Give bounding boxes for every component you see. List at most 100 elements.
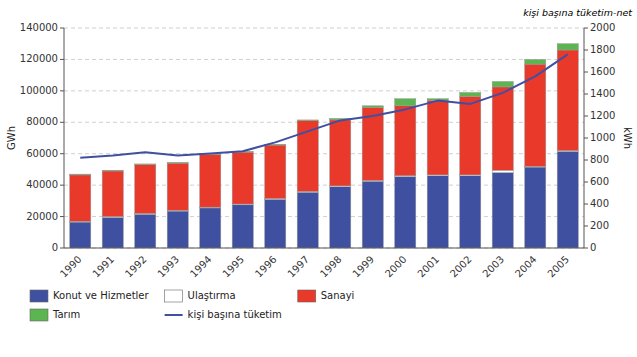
bar [557,151,578,248]
bar [135,165,156,214]
chart: 0200004000060000800001000001200001400000… [0,0,637,357]
axes: 0200004000060000800001000001200001400000… [20,22,616,280]
x-axis-line [64,248,584,249]
legend-swatch [165,290,183,302]
bar [525,167,546,248]
bar [232,205,253,248]
bar [362,107,383,180]
bar [102,171,123,217]
legend-item: kişi başına tüketim [165,309,282,320]
bar [525,59,546,64]
y2-tick-label: 2000 [590,22,615,33]
y-tick [60,185,64,186]
x-tick-label: 2002 [448,254,474,280]
bar [265,145,286,198]
y2-axis-label: kWh [622,127,633,149]
y2-tick [584,182,588,183]
bar [265,199,286,248]
y2-tick [584,28,588,29]
legend-label: Ulaştırma [188,290,236,301]
y-tick [60,122,64,123]
bar [492,170,513,172]
bar [395,106,416,176]
bar [492,87,513,170]
y-tick-label: 80000 [26,116,58,127]
grid-line [64,59,584,60]
annotation: kişi başına tüketim-net [523,7,633,18]
x-tick-label: 1995 [221,254,247,280]
y-tick [60,216,64,217]
legend-label: Sanayi [321,290,355,301]
y-tick-label: 60000 [26,148,58,159]
bar [297,192,318,248]
x-tick-label: 1994 [188,254,214,280]
legend-swatch [30,309,48,321]
y-tick-label: 40000 [26,179,58,190]
bar [395,177,416,249]
y-tick [60,59,64,60]
x-tick-label: 1996 [253,254,279,280]
y2-tick [584,160,588,161]
bar [362,181,383,248]
bar [492,173,513,248]
bar [167,162,188,164]
legend-item: Konut ve Hizmetler [30,290,149,302]
y2-tick [584,226,588,227]
bar [232,152,253,204]
y2-tick-label: 600 [590,176,609,187]
legend-label: Konut ve Hizmetler [53,290,149,301]
y2-tick-label: 1600 [590,66,615,77]
y2-tick-label: 200 [590,220,609,231]
bar [70,222,91,248]
bar-series [70,44,579,175]
legend-item: Ulaştırma [165,290,236,302]
bar [70,174,91,176]
y2-tick-label: 1800 [590,44,615,55]
x-tick-label: 1990 [58,254,84,280]
legend: Konut ve Hizmetler Ulaştırma Sanayi Tarım ki… [30,290,354,321]
y2-tick-label: 400 [590,198,609,209]
y2-tick-label: 1000 [590,132,615,143]
x-tick-label: 2001 [416,254,442,280]
x-tick-label: 1999 [351,254,377,280]
y2-tick-label: 800 [590,154,609,165]
x-tick-label: 2003 [481,254,507,280]
bar [102,170,123,172]
y2-tick-label: 0 [590,242,596,253]
bar [362,106,383,108]
bar-series [70,50,579,221]
y2-tick [584,138,588,139]
legend-label: Tarım [52,309,80,320]
y2-tick [584,204,588,205]
y2-tick-label: 1400 [590,88,615,99]
bar [427,176,448,248]
x-tick-label: 2004 [513,254,539,280]
y-tick-label: 20000 [26,211,58,222]
y-tick-label: 100000 [20,85,58,96]
y-tick [60,248,64,249]
x-tick-label: 1997 [286,254,312,280]
bar [167,163,188,210]
bar [200,155,221,208]
y2-tick [584,248,588,249]
y-axis-line [64,28,65,248]
grid [64,28,584,248]
bar [135,163,156,165]
bar [492,81,513,87]
legend-item: Tarım [30,309,80,321]
y-tick-label: 120000 [20,53,58,64]
bar [297,119,318,121]
bar [460,96,481,175]
x-tick-label: 2000 [383,254,409,280]
y2-tick-label: 1200 [590,110,615,121]
bar [395,99,416,106]
legend-item: Sanayi [298,290,355,302]
y2-tick [584,116,588,117]
bar [460,176,481,248]
grid-line [64,248,584,249]
bar [200,208,221,248]
x-tick-label: 1992 [123,254,149,280]
y-tick-label: 0 [52,242,58,253]
y-tick [60,90,64,91]
x-tick-label: 1998 [318,254,344,280]
